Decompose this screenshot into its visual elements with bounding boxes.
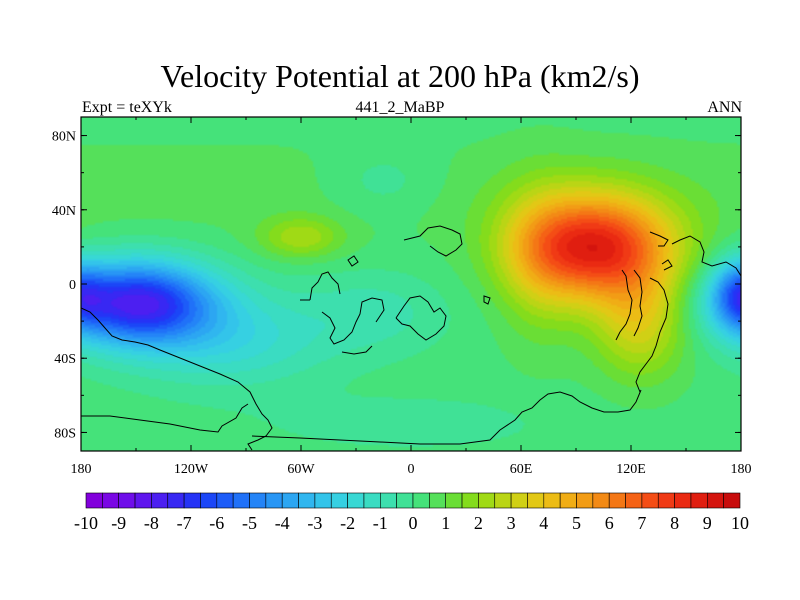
- colorbar-box: [510, 492, 528, 509]
- coastline-segment: [395, 295, 447, 341]
- x-tick-label: 120E: [616, 462, 646, 477]
- y-tick-label: 80S: [54, 426, 76, 441]
- y-tick-label: 40N: [52, 204, 76, 219]
- colorbar-label: 4: [539, 513, 548, 533]
- colorbar-label: -1: [373, 513, 388, 533]
- colorbar-label: 8: [670, 513, 679, 533]
- colorbar-label: -6: [209, 513, 224, 533]
- colorbar-box: [347, 492, 365, 509]
- colorbar-label: 7: [637, 513, 646, 533]
- colorbar-box: [559, 492, 577, 509]
- colorbar-box: [118, 492, 136, 509]
- colorbar-label: -10: [74, 513, 98, 533]
- colorbar-label: 10: [731, 513, 749, 533]
- x-tick-label: 60W: [287, 462, 315, 477]
- colorbar-box: [478, 492, 496, 509]
- colorbar-box: [625, 492, 643, 509]
- colorbar-box: [281, 492, 299, 509]
- colorbar-box: [330, 492, 348, 509]
- colorbar-label: 5: [572, 513, 581, 533]
- colorbar-label: -3: [307, 513, 322, 533]
- colorbar-box: [690, 492, 708, 509]
- coastline-segment: [341, 345, 373, 355]
- colorbar-box: [183, 492, 201, 509]
- x-tick-label: 180: [731, 462, 752, 477]
- colorbar-box: [298, 492, 316, 509]
- colorbar-box: [216, 492, 234, 509]
- colorbar-box: [167, 492, 185, 509]
- coastline-segment: [251, 389, 642, 445]
- x-tick-label: 0: [408, 462, 415, 477]
- colorbar-label: -2: [340, 513, 355, 533]
- page-title: Velocity Potential at 200 hPa (km2/s): [160, 58, 640, 94]
- coastline-segment: [671, 235, 741, 277]
- colorbar-box: [249, 492, 267, 509]
- x-tick-label: 60E: [510, 462, 533, 477]
- season-label: ANN: [707, 99, 742, 116]
- colorbar-label: 9: [703, 513, 712, 533]
- coastline-segment: [649, 231, 669, 247]
- colorbar-box: [445, 492, 463, 509]
- colorbar-box: [379, 492, 397, 509]
- colorbar-label: -5: [242, 513, 257, 533]
- velocity-potential-field: [81, 117, 741, 451]
- colorbar-box: [396, 492, 414, 509]
- x-tick-label: 180: [71, 462, 92, 477]
- y-tick-label: 0: [69, 278, 76, 293]
- y-tick-label: 80N: [52, 130, 76, 145]
- colorbar-label: 0: [409, 513, 418, 533]
- colorbar-box: [657, 492, 675, 509]
- colorbar-box: [151, 492, 169, 509]
- coastline-segment: [403, 225, 463, 257]
- coastline-segment: [635, 277, 669, 393]
- colorbar-box: [494, 492, 512, 509]
- axis-ticks: 180 120W 60W 0 60E 120E 180 80N 40N 0 40S 80S: [52, 117, 752, 477]
- colorbar-label: -9: [111, 513, 126, 533]
- colorbar-box: [429, 492, 447, 509]
- y-tick-label: 40S: [54, 352, 76, 367]
- colorbar-box: [200, 492, 218, 509]
- coastline: [81, 225, 741, 451]
- colorbar-label: -4: [275, 513, 290, 533]
- colorbar-box: [641, 492, 659, 509]
- coastline-segment: [615, 269, 633, 341]
- coastline-segment: [81, 403, 249, 433]
- colorbar-label: 2: [474, 513, 483, 533]
- coastline-segment: [661, 259, 673, 271]
- coastline-segment: [347, 255, 359, 267]
- coastline-segment: [81, 307, 273, 451]
- colorbar-box: [363, 492, 381, 509]
- colorbar-box: [134, 492, 152, 509]
- colorbar-box: [527, 492, 545, 509]
- coastline-segment: [309, 271, 341, 301]
- coastline-segment: [321, 297, 385, 345]
- colorbar-label: -7: [177, 513, 192, 533]
- colorbar-box: [314, 492, 332, 509]
- colorbar-box: [265, 492, 283, 509]
- colorbar-box: [608, 492, 626, 509]
- coastline-segment: [483, 295, 491, 305]
- colorbar-label: 3: [507, 513, 516, 533]
- colorbar-box: [576, 492, 594, 509]
- x-tick-label: 120W: [174, 462, 209, 477]
- colorbar-box: [461, 492, 479, 509]
- colorbar-box: [85, 492, 103, 509]
- colorbar-label: 1: [441, 513, 450, 533]
- colorbar-box: [102, 492, 119, 509]
- colorbar-box: [592, 492, 610, 509]
- colorbar-box: [412, 492, 430, 509]
- coastline-segment: [633, 269, 643, 337]
- colorbar-box: [543, 492, 561, 509]
- experiment-label: Expt = teXYk: [82, 99, 172, 116]
- colorbar-box: [723, 492, 741, 509]
- colorbar-label: 6: [605, 513, 614, 533]
- colorbar-box: [232, 492, 250, 509]
- colorbar-label: -8: [144, 513, 159, 533]
- case-label: 441_2_MaBP: [355, 99, 445, 116]
- colorbar-box: [706, 492, 724, 509]
- colorbar-box: [674, 492, 692, 509]
